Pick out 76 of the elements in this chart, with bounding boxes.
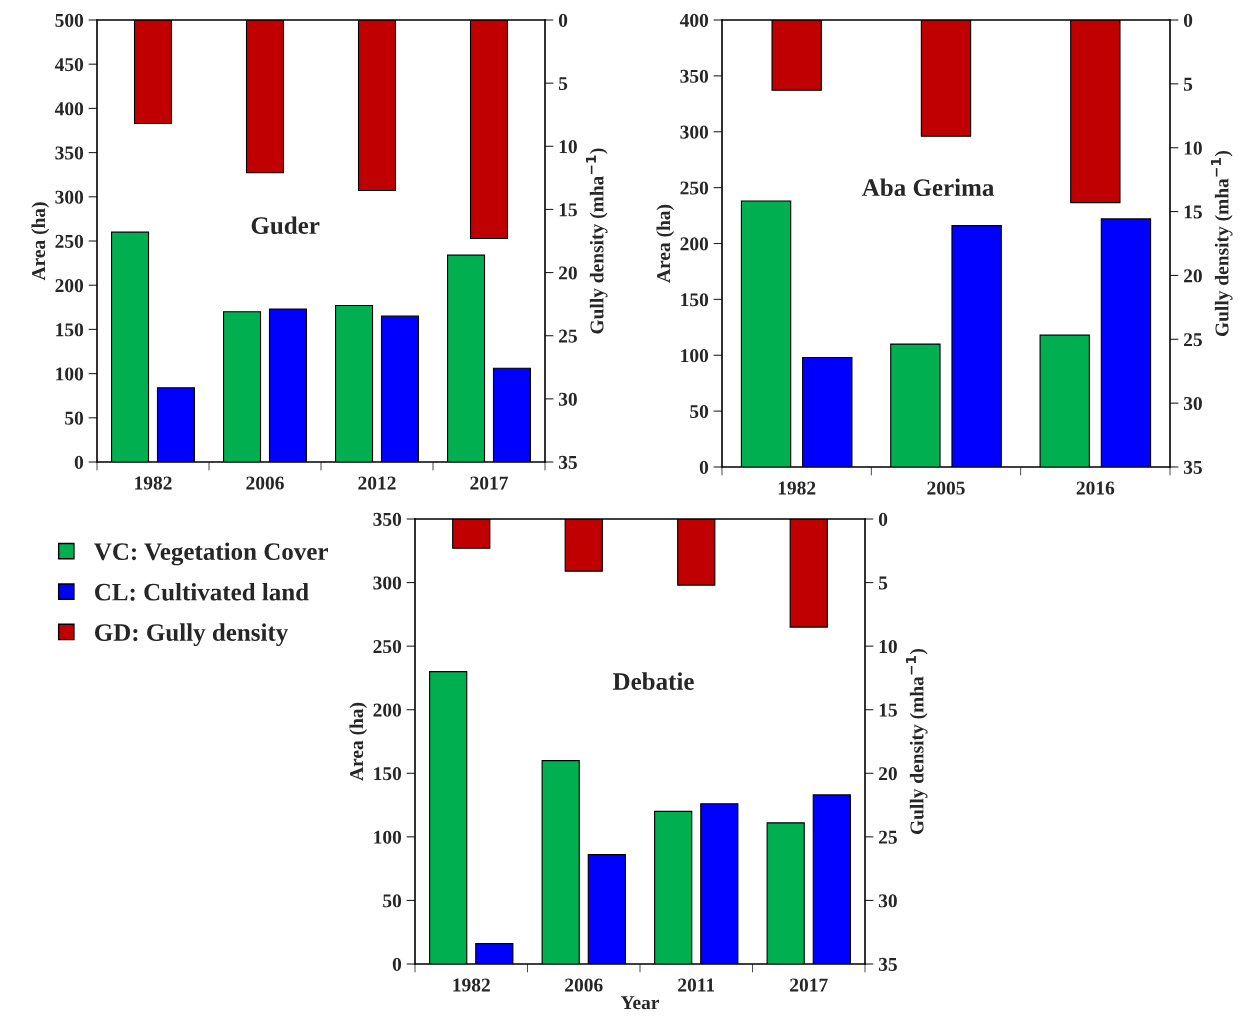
y-tick-label: 50 bbox=[383, 894, 402, 908]
y-axis-title: Area (ha) bbox=[656, 204, 675, 283]
y-tick-label: 300 bbox=[373, 576, 402, 590]
y-tick-label: 0 bbox=[392, 957, 402, 971]
legend-label: VC: Vegetation Cover bbox=[94, 542, 328, 566]
y2-tick-label: 5 bbox=[558, 77, 568, 91]
text: Debatie bbox=[612, 672, 694, 690]
y-tick-label: 100 bbox=[56, 367, 84, 381]
y-tick-label: 250 bbox=[55, 234, 84, 248]
y2-tick-label: 10 bbox=[559, 140, 577, 154]
y-tick-label: 500 bbox=[55, 13, 84, 27]
y2-tick-label: 10 bbox=[1184, 141, 1202, 155]
y-tick-label: 50 bbox=[65, 411, 84, 425]
y-tick-label: 150 bbox=[374, 767, 402, 781]
y-tick-label: 400 bbox=[54, 102, 84, 116]
y-tick-label: 200 bbox=[55, 279, 84, 293]
legend-label: GD: Gully density bbox=[95, 623, 289, 647]
y2-axis-title: Gully density (mha$^{−1}$) bbox=[905, 648, 928, 835]
x-tick-label: 2012 bbox=[358, 476, 396, 490]
y-tick-label: 250 bbox=[373, 639, 402, 654]
y-tick-label: 350 bbox=[680, 69, 709, 83]
y2-tick-label: 5 bbox=[1183, 77, 1193, 91]
y2-tick-label: 20 bbox=[879, 767, 897, 781]
y-tick-label: 200 bbox=[680, 237, 709, 251]
y-tick-label: 150 bbox=[681, 293, 709, 307]
x-tick-label: 1982 bbox=[135, 476, 172, 490]
x-tick-label: 2005 bbox=[927, 481, 965, 495]
y2-tick-label: 25 bbox=[1184, 333, 1202, 347]
y-tick-label: 100 bbox=[681, 349, 709, 363]
x-tick-label: 2017 bbox=[470, 476, 508, 490]
y-tick-label: 0 bbox=[74, 455, 84, 469]
y-tick-label: 0 bbox=[699, 460, 709, 474]
y2-axis-title: Gully density (mha$^{−1}$) bbox=[1210, 150, 1233, 337]
y-tick-label: 50 bbox=[690, 404, 709, 419]
y-tick-label: 300 bbox=[680, 125, 709, 139]
y-tick-label: 150 bbox=[56, 323, 84, 337]
text: Aba Gerima bbox=[862, 178, 995, 197]
x-tick-label: 2006 bbox=[246, 476, 284, 490]
y-tick-label: 450 bbox=[54, 58, 84, 72]
y2-tick-label: 30 bbox=[1183, 396, 1202, 411]
y2-tick-label: 30 bbox=[878, 894, 897, 908]
y2-tick-label: 25 bbox=[559, 329, 577, 343]
y-tick-label: 100 bbox=[374, 830, 402, 844]
y2-tick-label: 35 bbox=[1183, 460, 1202, 474]
y2-tick-label: 0 bbox=[878, 512, 888, 526]
y2-axis-title: Gully density (mha$^{−1}$) bbox=[585, 148, 608, 334]
x-axis-title: Year bbox=[620, 996, 660, 1010]
y-tick-label: 400 bbox=[679, 13, 709, 27]
y2-tick-label: 30 bbox=[558, 392, 577, 406]
text: Guder bbox=[251, 216, 320, 235]
x-tick-label: 2011 bbox=[678, 978, 715, 992]
y-axis-title: Area (ha) bbox=[31, 202, 50, 281]
y2-tick-label: 15 bbox=[879, 703, 897, 717]
y2-tick-label: 20 bbox=[1184, 269, 1202, 283]
legend-label: CL: Cultivated land bbox=[95, 583, 309, 601]
x-tick-label: 1982 bbox=[453, 978, 490, 992]
y-axis-title: Area (ha) bbox=[349, 702, 368, 781]
y-tick-label: 250 bbox=[680, 181, 709, 195]
y2-tick-label: 20 bbox=[559, 266, 577, 280]
y2-tick-label: 35 bbox=[558, 455, 577, 469]
y2-tick-label: 25 bbox=[879, 830, 897, 844]
y-tick-label: 300 bbox=[55, 190, 84, 204]
y2-tick-label: 15 bbox=[559, 203, 577, 217]
y2-tick-label: 15 bbox=[1184, 205, 1202, 219]
x-tick-label: 2006 bbox=[565, 978, 603, 992]
y-tick-label: 350 bbox=[373, 512, 402, 526]
x-tick-label: 1982 bbox=[778, 481, 816, 495]
y-tick-label: 200 bbox=[373, 703, 402, 717]
y2-tick-label: 35 bbox=[878, 957, 897, 971]
y-tick-label: 350 bbox=[55, 146, 84, 160]
y2-tick-label: 5 bbox=[878, 576, 888, 590]
y2-tick-label: 10 bbox=[879, 639, 897, 654]
x-tick-label: 2016 bbox=[1076, 481, 1115, 495]
y2-tick-label: 0 bbox=[1183, 13, 1193, 27]
x-tick-label: 2017 bbox=[790, 978, 828, 992]
y2-tick-label: 0 bbox=[558, 13, 568, 27]
